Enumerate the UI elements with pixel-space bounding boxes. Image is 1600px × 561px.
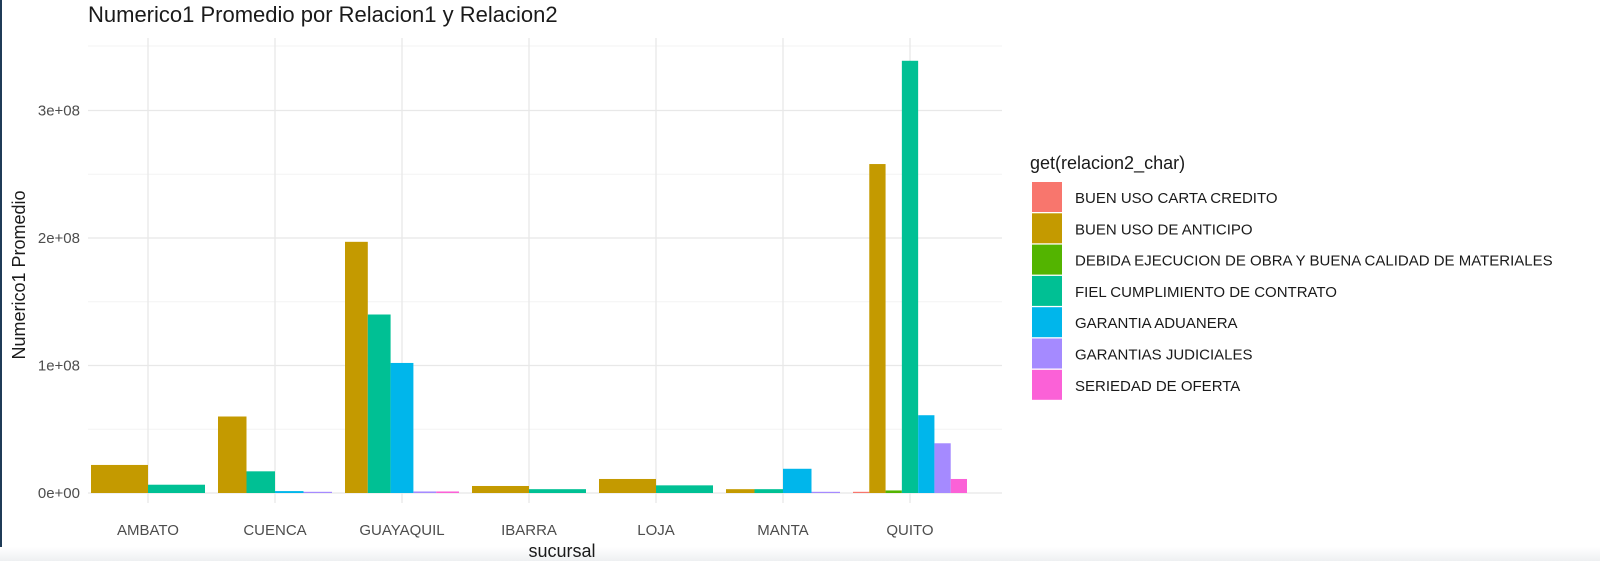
legend-label: BUEN USO DE ANTICIPO bbox=[1075, 221, 1253, 238]
x-tick-label: IBARRA bbox=[501, 522, 557, 539]
legend-swatch bbox=[1032, 275, 1062, 306]
x-tick-label: QUITO bbox=[886, 522, 933, 539]
bar bbox=[599, 478, 656, 493]
legend-swatch bbox=[1032, 213, 1062, 244]
bar bbox=[656, 485, 713, 493]
x-tick-label: MANTA bbox=[757, 522, 808, 539]
bar bbox=[390, 362, 414, 493]
bar bbox=[811, 491, 840, 493]
legend-label: GARANTIAS JUDICIALES bbox=[1075, 347, 1253, 364]
x-tick-label: LOJA bbox=[637, 522, 675, 539]
x-tick-label: AMBATO bbox=[117, 522, 179, 539]
legend-swatch bbox=[1032, 369, 1062, 400]
legend-label: SERIEDAD DE OFERTA bbox=[1075, 378, 1240, 395]
bar bbox=[869, 164, 886, 494]
x-tick-label: GUAYAQUIL bbox=[359, 522, 444, 539]
legend-title: get(relacion2_char) bbox=[1030, 153, 1185, 174]
bar bbox=[218, 416, 247, 493]
x-axis-title: sucursal bbox=[528, 541, 595, 561]
bar bbox=[275, 491, 304, 493]
bar bbox=[413, 491, 437, 493]
y-tick-label: 1e+08 bbox=[38, 358, 80, 375]
legend: BUEN USO CARTA CREDITO BUEN USO DE ANTICI… bbox=[1032, 182, 1553, 400]
legend-label: GARANTIA ADUANERA bbox=[1075, 315, 1238, 332]
bar bbox=[472, 485, 529, 493]
bar bbox=[345, 241, 368, 493]
chart-title: Numerico1 Promedio por Relacion1 y Relac… bbox=[88, 2, 558, 27]
bar bbox=[853, 491, 870, 493]
y-tick-label: 0e+00 bbox=[38, 485, 80, 502]
y-tick-label: 2e+08 bbox=[38, 230, 80, 247]
y-tick-label: 3e+08 bbox=[38, 103, 80, 120]
bars-group bbox=[91, 60, 967, 494]
bar bbox=[918, 415, 935, 493]
bar bbox=[367, 314, 391, 493]
bar bbox=[934, 443, 951, 493]
legend-label: BUEN USO CARTA CREDITO bbox=[1075, 190, 1278, 207]
legend-label: DEBIDA EJECUCION DE OBRA Y BUENA CALIDAD… bbox=[1075, 253, 1553, 270]
bar bbox=[148, 484, 205, 493]
x-tick-label: CUENCA bbox=[243, 522, 306, 539]
bar bbox=[246, 471, 275, 493]
bar bbox=[901, 60, 919, 494]
bar bbox=[91, 464, 148, 493]
window-bottom-band bbox=[0, 547, 1600, 561]
y-axis-title: Numerico1 Promedio bbox=[9, 190, 29, 359]
legend-label: FIEL CUMPLIMIENTO DE CONTRATO bbox=[1075, 284, 1337, 301]
bar bbox=[885, 490, 902, 493]
legend-swatch bbox=[1032, 182, 1062, 212]
legend-swatch bbox=[1032, 338, 1062, 369]
legend-swatch bbox=[1032, 307, 1062, 338]
bar bbox=[754, 489, 783, 493]
bar bbox=[783, 468, 812, 493]
window-left-edge bbox=[0, 0, 2, 561]
bar bbox=[436, 491, 459, 493]
bar bbox=[303, 491, 332, 493]
x-tick-labels: AMBATO CUENCA GUAYAQUIL IBARRA LOJA MANTA QUIT… bbox=[117, 522, 934, 539]
legend-swatch bbox=[1032, 244, 1062, 275]
bar bbox=[950, 478, 967, 493]
bar bbox=[726, 489, 755, 493]
bar bbox=[529, 489, 586, 493]
y-tick-labels: 0e+00 1e+08 2e+08 3e+08 bbox=[38, 103, 80, 503]
